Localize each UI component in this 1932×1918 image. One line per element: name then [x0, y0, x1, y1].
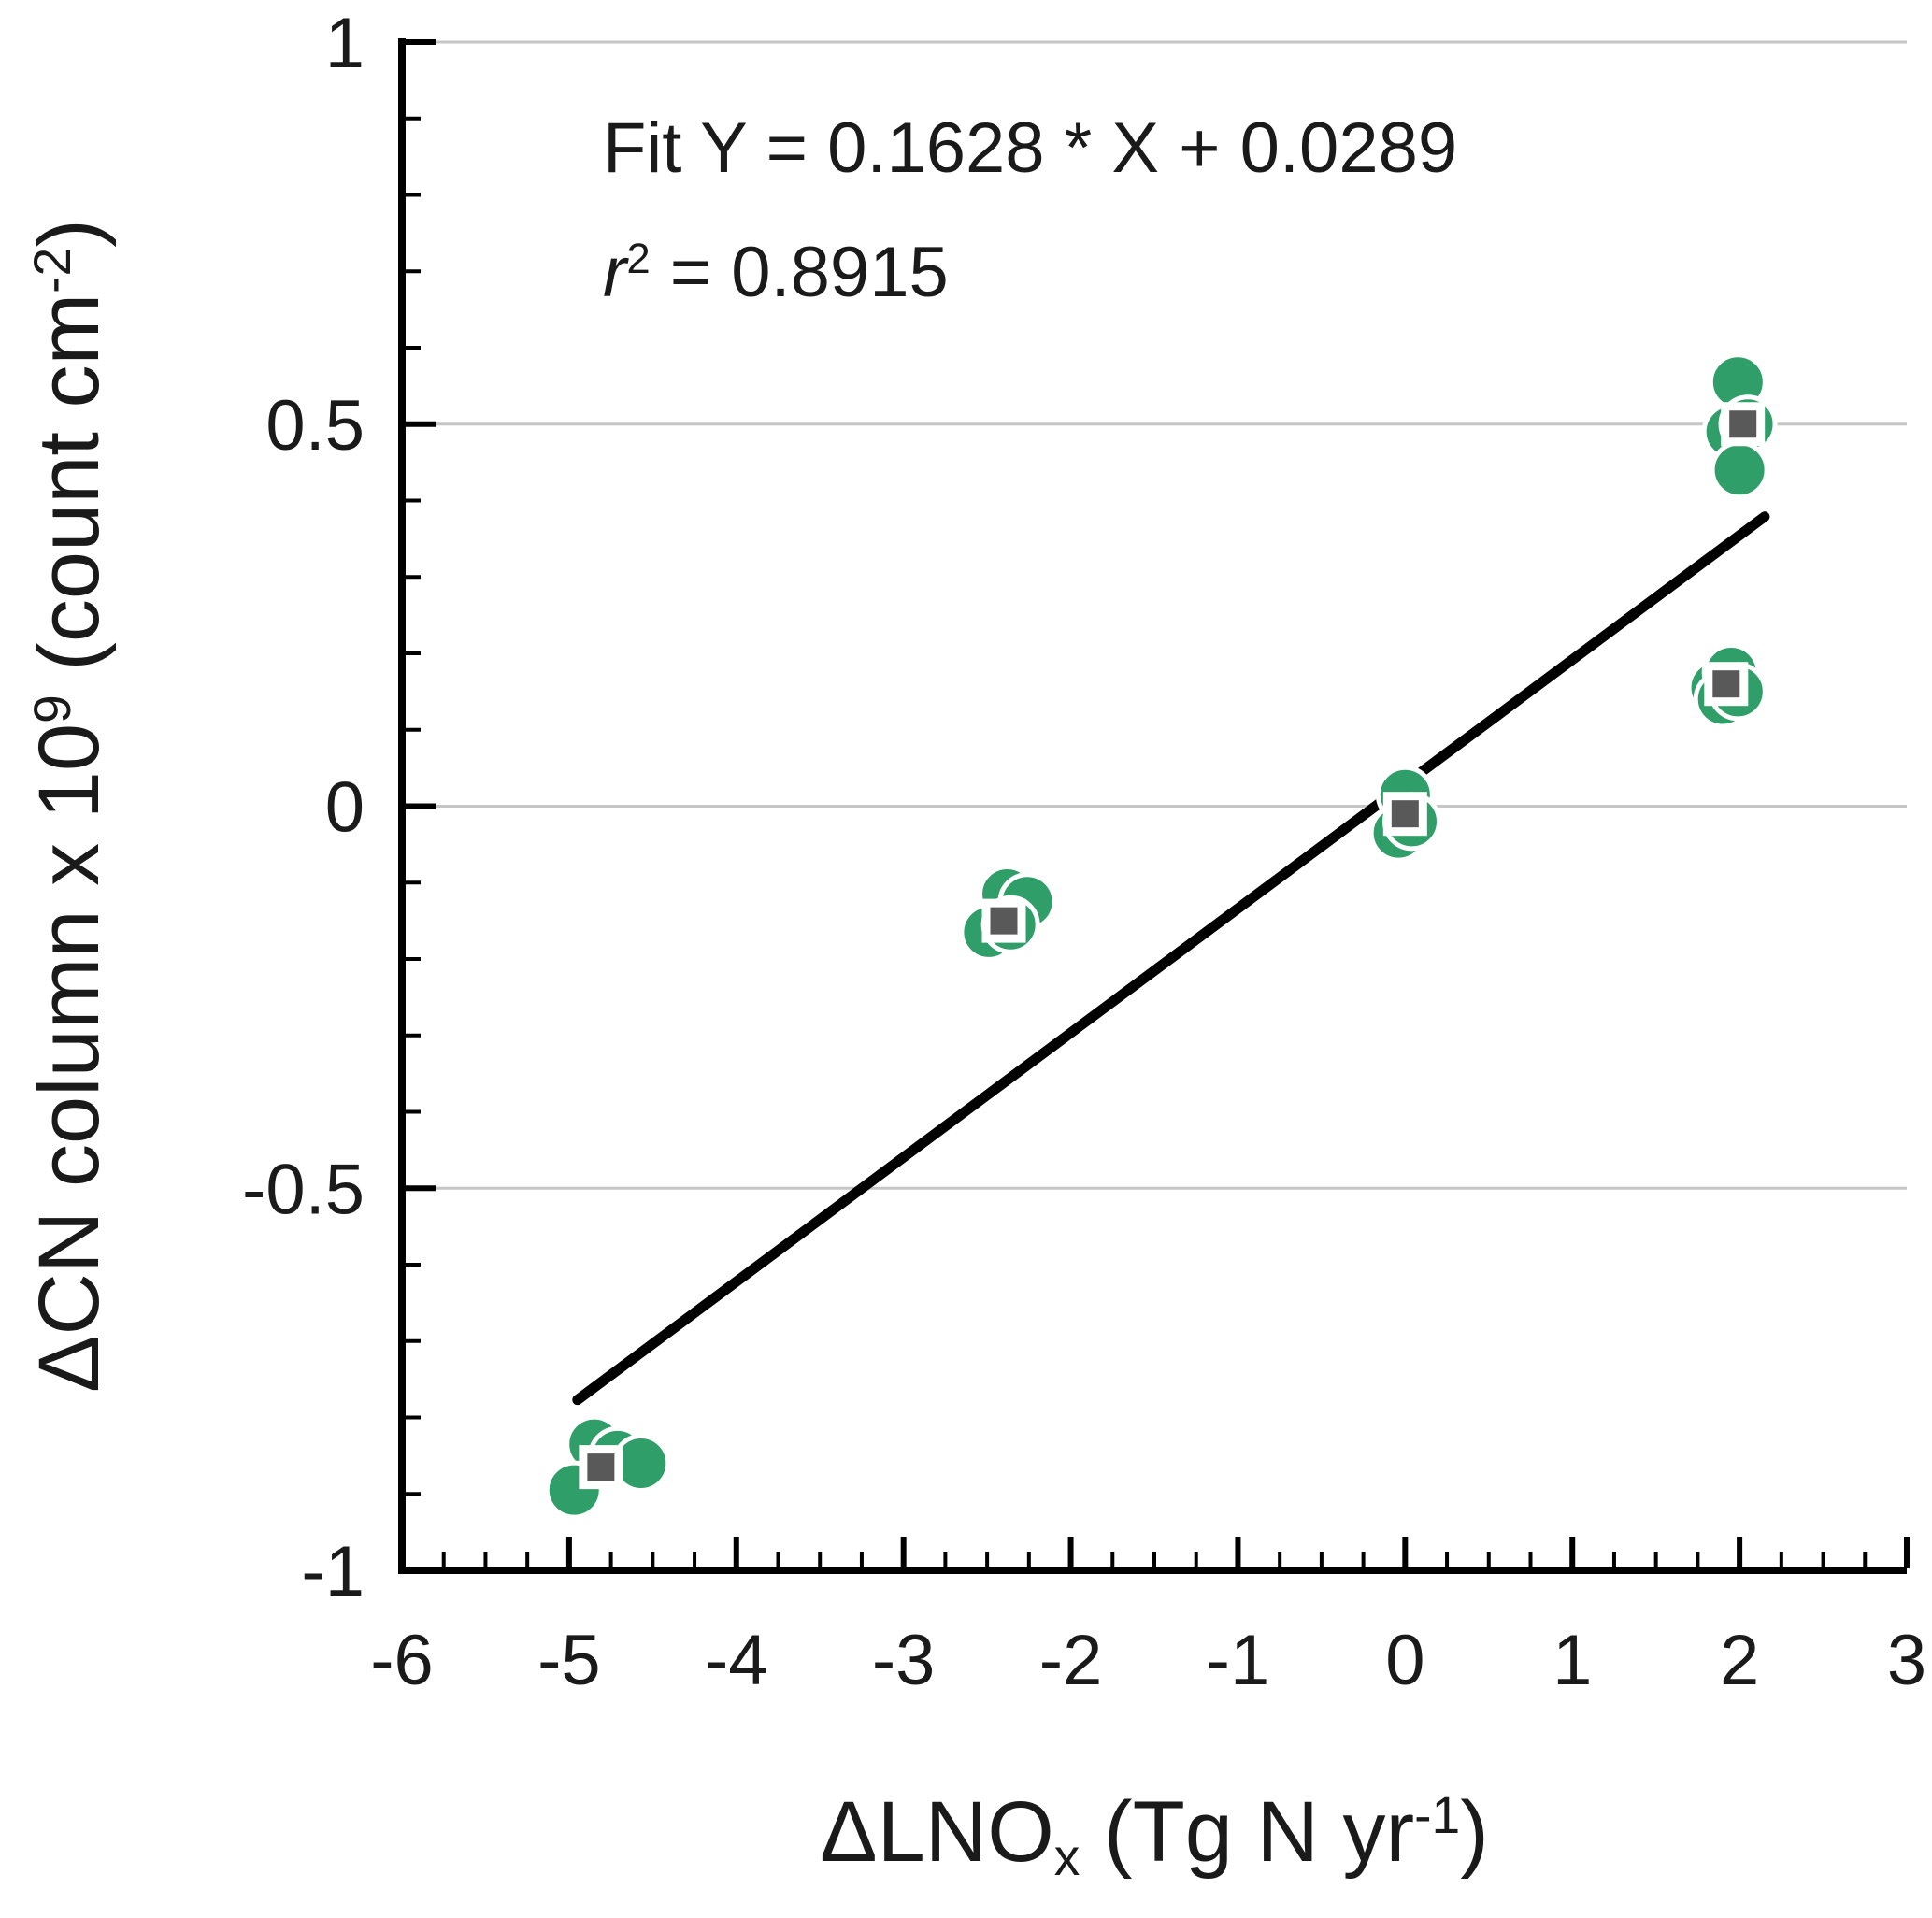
- x-tick-label: -1: [1207, 1621, 1270, 1700]
- regression-line: [572, 511, 1770, 1406]
- mean-point-square: [981, 898, 1026, 943]
- x-tick-label: -4: [705, 1621, 768, 1700]
- x-axis-title: ΔLNOx (Tg N yr-1): [820, 1783, 1489, 1886]
- data-point-circle: [1710, 440, 1769, 500]
- r-value: = 0.8915: [650, 233, 949, 312]
- y-tick-label: 0.5: [265, 386, 365, 465]
- y-tick-label: -1: [301, 1532, 365, 1611]
- y-tick-label: 1: [325, 4, 365, 83]
- x-title-main: ΔLNO: [820, 1784, 1054, 1880]
- y-axis-title: ΔCN column x 109 (count cm-2): [21, 219, 119, 1393]
- mean-point-square: [1704, 662, 1749, 707]
- y-axis-ticks: [404, 39, 436, 1573]
- fit-annotation: Fit Y = 0.1628 * X + 0.0289 r2 = 0.8915: [603, 86, 1457, 335]
- y-tick-label: -0.5: [242, 1150, 365, 1229]
- mean-point-square: [1382, 792, 1427, 837]
- x-tick-label: 1: [1553, 1621, 1592, 1700]
- y-title-main: ΔCN column x 10: [21, 723, 117, 1393]
- mean-point-square: [1721, 402, 1766, 447]
- series-ensemble-members: [544, 352, 1778, 1520]
- r-squared-text: r2 = 0.8915: [603, 210, 1457, 335]
- x-title-units: (Tg N yr: [1080, 1784, 1415, 1880]
- y-title-units: (count cm: [21, 293, 117, 695]
- x-title-close: ): [1460, 1784, 1489, 1880]
- x-tick-label: 0: [1385, 1621, 1424, 1700]
- x-tick-label: -6: [370, 1621, 434, 1700]
- y-tick-label: 0: [325, 768, 365, 848]
- y-tick-labels: -1 -0.5 0 0.5 1: [242, 4, 365, 1611]
- fit-equation: Fit Y = 0.1628 * X + 0.0289: [603, 108, 1458, 188]
- x-tick-label: 2: [1720, 1621, 1759, 1700]
- x-title-subscript: x: [1053, 1828, 1080, 1887]
- r-symbol: r: [603, 233, 627, 312]
- x-axis-ticks: [399, 1537, 1910, 1568]
- y-title-close: ): [21, 219, 117, 248]
- x-tick-label: 3: [1887, 1621, 1926, 1700]
- r-exponent: 2: [626, 234, 651, 282]
- x-title-exponent: -1: [1414, 1785, 1461, 1844]
- x-tick-label: -3: [872, 1621, 936, 1700]
- gridlines: [402, 40, 1907, 1190]
- axis-lines: [398, 38, 1907, 1574]
- x-tick-labels: -6 -5 -4 -3 -2 -1 0 1 2 3: [370, 1621, 1926, 1700]
- x-tick-label: -2: [1039, 1621, 1103, 1700]
- y-title-exponent1: 9: [22, 694, 81, 723]
- fit-line: [572, 511, 1770, 1406]
- y-title-exponent2: -2: [22, 247, 81, 293]
- x-tick-label: -5: [537, 1621, 601, 1700]
- series-cluster-means: [579, 402, 1766, 1490]
- mean-point-square: [579, 1445, 623, 1490]
